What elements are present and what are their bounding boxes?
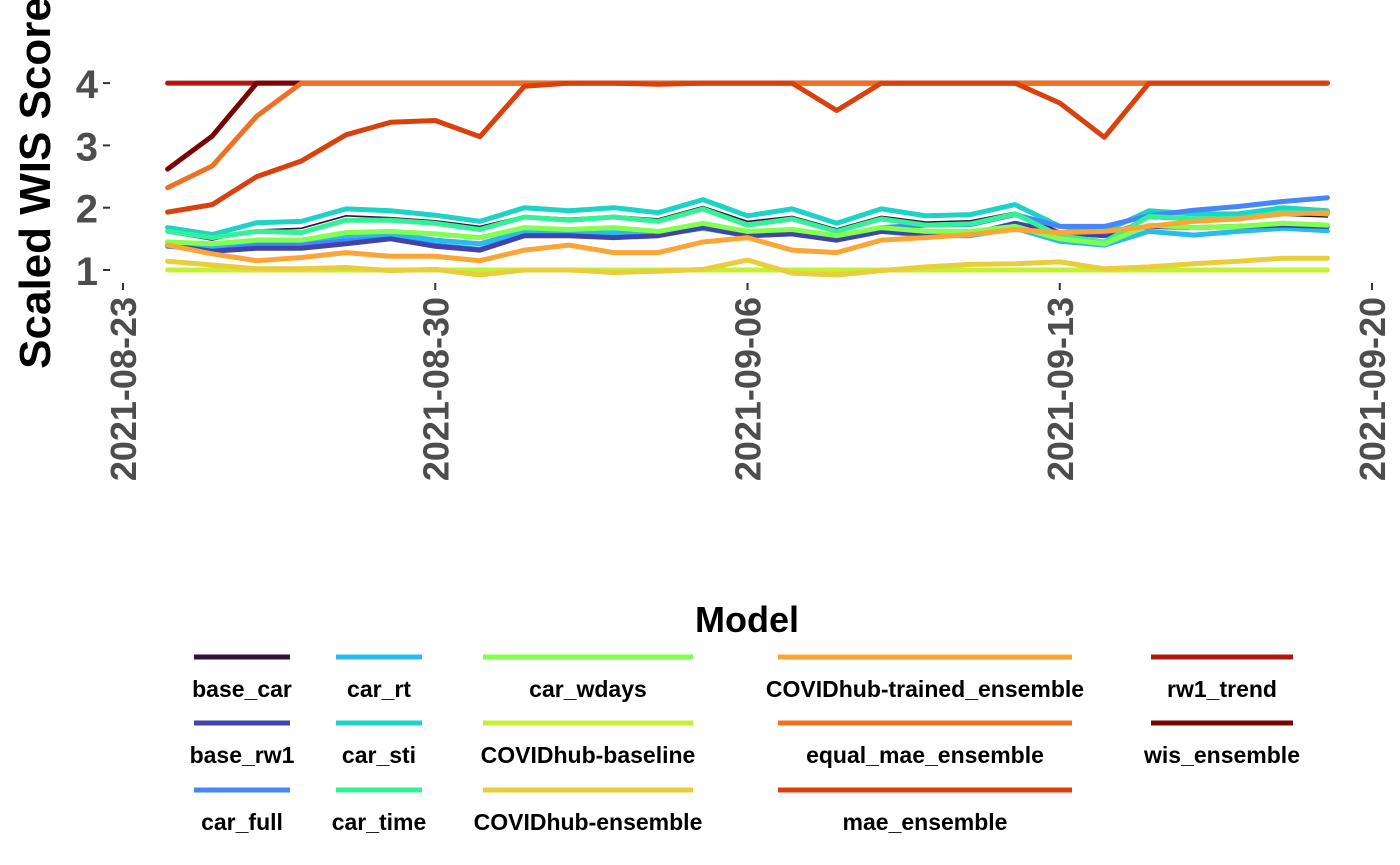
legend-label-wis-ensemble: wis_ensemble [1143,742,1300,768]
legend-label-mae-ensemble: mae_ensemble [843,809,1008,835]
series-layer [165,80,1330,278]
x-tick-label: 2021-09-13 [1040,297,1081,481]
x-tick-label: 2021-09-06 [728,297,769,481]
series-line-car-wdays [165,220,1330,247]
y-axis: 1 2 3 4 [76,63,110,294]
legend-title: Model [695,599,799,640]
x-tick-label: 2021-09-20 [1352,297,1393,481]
legend-label-covidhub-trained-ensemble: COVIDhub-trained_ensemble [766,676,1084,702]
y-tick-label: 2 [76,188,98,232]
x-axis: 2021-08-23 2021-08-30 2021-09-06 2021-09-13… [103,283,1393,481]
legend-label-base-rw1: base_rw1 [190,742,295,768]
series-line-car-time [165,206,1330,245]
series-line-covidhub-trained-ensemble [165,210,1330,264]
legend-label-car-sti: car_sti [342,742,416,768]
series-line-wis-ensemble [165,80,1330,172]
legend: base_carbase_rw1car_fullcar_rtcar_sticar… [190,654,1300,835]
legend-label-base-car: base_car [192,676,292,702]
legend-label-covidhub-baseline: COVIDhub-baseline [481,742,696,768]
series-line-mae-ensemble [165,80,1330,215]
legend-label-rw1-trend: rw1_trend [1167,676,1277,702]
legend-label-car-full: car_full [201,809,283,835]
x-tick-label: 2021-08-23 [103,297,144,481]
legend-label-equal-mae-ensemble: equal_mae_ensemble [806,742,1044,768]
y-tick-label: 1 [76,250,98,294]
legend-label-covidhub-ensemble: COVIDhub-ensemble [474,809,703,835]
y-tick-label: 4 [76,63,99,107]
legend-label-car-time: car_time [332,809,427,835]
legend-label-car-rt: car_rt [347,676,411,702]
y-tick-label: 3 [76,125,98,169]
series-line-covidhub-ensemble [165,255,1330,278]
legend-label-car-wdays: car_wdays [529,676,647,702]
y-axis-title: Scaled WIS Score [11,0,60,369]
x-tick-label: 2021-08-30 [415,297,456,481]
